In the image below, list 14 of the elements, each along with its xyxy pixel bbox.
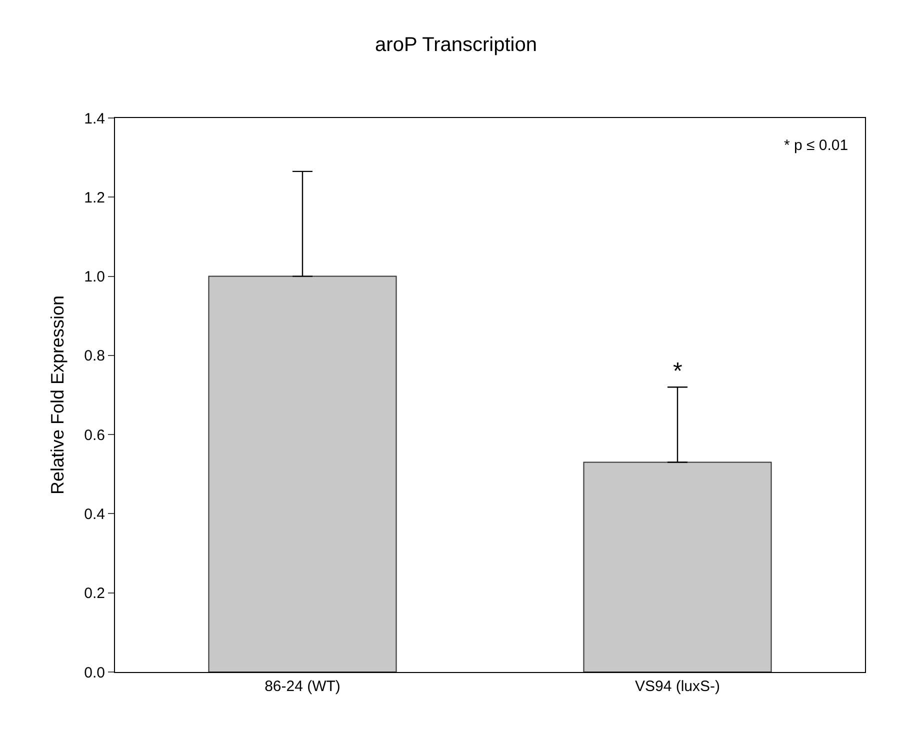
y-axis-title: Relative Fold Expression [47,295,68,495]
y-tick-label: 1.0 [84,268,105,286]
x-tick-label: VS94 (luxS-) [634,678,720,695]
y-tick-label: 0.4 [84,506,105,523]
annotation: * p ≤ 0.01 [784,137,848,154]
y-tick-label: 1.2 [84,189,105,206]
chart-title: aroP Transcription [375,34,537,56]
annotation: * [673,358,682,385]
y-tick-label: 1.4 [84,110,105,128]
y-tick-label: 0.2 [84,585,105,602]
y-tick-label: 0.8 [84,348,105,365]
y-tick-label: 0.0 [84,664,105,682]
y-tick-label: 0.6 [84,426,105,444]
x-tick-label: 86-24 (WT) [264,678,340,695]
